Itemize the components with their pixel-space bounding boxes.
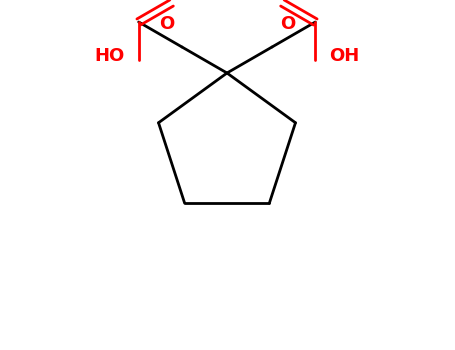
Text: O: O (159, 15, 174, 33)
Text: HO: HO (95, 47, 125, 65)
Text: OH: OH (329, 47, 359, 65)
Text: O: O (280, 15, 295, 33)
